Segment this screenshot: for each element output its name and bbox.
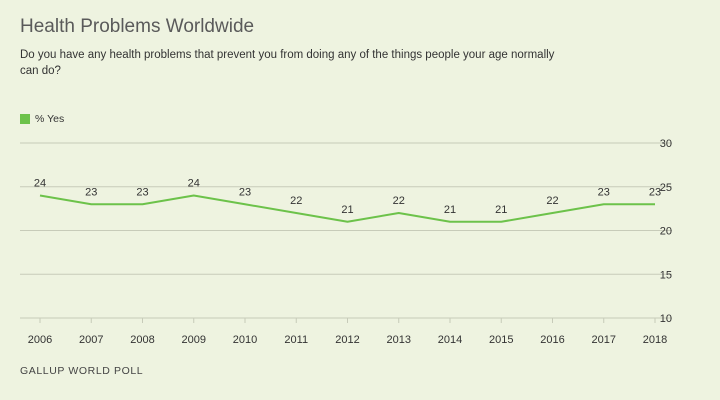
data-label: 23: [598, 186, 610, 198]
x-tick-label: 2011: [284, 334, 308, 346]
series-line: [39, 194, 655, 223]
data-label: 24: [188, 178, 200, 190]
x-tick-label: 2007: [79, 334, 103, 346]
y-tick-label: 10: [660, 313, 672, 325]
x-tick-label: 2014: [438, 334, 462, 346]
data-label: 22: [290, 195, 302, 207]
x-tick-label: 2016: [540, 334, 564, 346]
data-label: 23: [649, 186, 661, 198]
x-tick-label: 2010: [233, 334, 257, 346]
chart-title: Health Problems Worldwide: [20, 16, 255, 37]
data-label: 21: [341, 204, 353, 216]
data-label: 21: [444, 204, 456, 216]
x-tick-label: 2013: [387, 334, 411, 346]
legend-swatch: [20, 114, 30, 124]
y-tick-label: 30: [660, 138, 672, 150]
x-tick-label: 2017: [592, 334, 616, 346]
x-tick-label: 2012: [335, 334, 359, 346]
x-tick-label: 2015: [489, 334, 513, 346]
data-label: 21: [495, 204, 507, 216]
data-label: 22: [546, 195, 558, 207]
data-label: 23: [136, 186, 148, 198]
data-label: 24: [34, 178, 46, 190]
source-note: GALLUP WORLD POLL: [20, 365, 144, 377]
data-label: 23: [239, 186, 251, 198]
chart-subtitle: Do you have any health problems that pre…: [20, 49, 555, 77]
y-tick-label: 20: [660, 226, 672, 238]
x-tick-label: 2009: [182, 334, 206, 346]
y-tick-label: 25: [660, 182, 672, 194]
data-label: 22: [393, 195, 405, 207]
data-label: 23: [85, 186, 97, 198]
x-tick-label: 2006: [28, 334, 52, 346]
y-tick-label: 15: [660, 269, 672, 281]
x-tick-label: 2018: [643, 334, 667, 346]
legend-label: % Yes: [35, 113, 65, 125]
legend: % Yes: [20, 113, 64, 125]
x-tick-label: 2008: [130, 334, 154, 346]
